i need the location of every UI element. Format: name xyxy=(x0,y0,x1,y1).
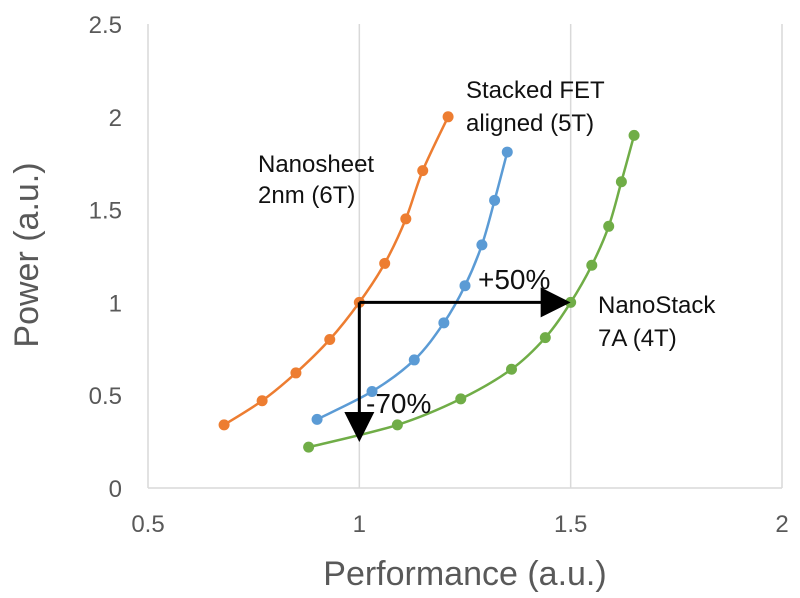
point-nanosheet-5 xyxy=(379,257,391,269)
point-nanostack-5 xyxy=(565,296,577,308)
point-nanostack-7 xyxy=(603,220,615,232)
point-nanostack-1 xyxy=(391,419,403,431)
point-nanosheet-3 xyxy=(324,334,336,346)
x-tick-label: 0.5 xyxy=(131,511,164,538)
minus-70-annotation: -70% xyxy=(366,388,431,419)
y-tick-label: 1 xyxy=(109,290,122,317)
point-nanosheet-1 xyxy=(256,395,268,407)
point-stacked_fet-5 xyxy=(476,239,488,251)
series-line-nanostack xyxy=(308,135,636,449)
series-label-stacked_fet: aligned (5T) xyxy=(466,110,594,137)
y-axis-title: Power (a.u.) xyxy=(8,162,46,347)
y-tick-label: 2 xyxy=(109,105,122,132)
point-stacked_fet-0 xyxy=(311,413,323,425)
point-stacked_fet-2 xyxy=(408,354,420,366)
point-stacked_fet-6 xyxy=(489,194,501,206)
grid-lines xyxy=(147,24,783,489)
point-nanostack-2 xyxy=(455,393,467,405)
x-axis-title: Performance (a.u.) xyxy=(323,555,606,593)
point-nanosheet-8 xyxy=(442,111,454,123)
point-nanostack-8 xyxy=(615,176,627,188)
x-tick-labels: 0.5 1 1.5 2 xyxy=(131,511,788,538)
point-nanosheet-7 xyxy=(417,165,429,177)
point-nanostack-4 xyxy=(539,332,551,344)
y-tick-label: 0.5 xyxy=(89,383,122,410)
point-stacked_fet-3 xyxy=(438,317,450,329)
y-tick-label: 0 xyxy=(109,476,122,503)
series-label-nanosheet: 2nm (6T) xyxy=(258,182,355,209)
point-nanosheet-0 xyxy=(218,419,230,431)
x-tick-label: 2 xyxy=(775,511,788,538)
arrows xyxy=(344,287,571,443)
series-nanostack xyxy=(303,129,640,453)
point-nanosheet-2 xyxy=(290,367,302,379)
series-stacked_fet xyxy=(311,146,513,425)
x-tick-label: 1.5 xyxy=(554,511,587,538)
y-tick-labels: 0 0.5 1 1.5 2 2.5 xyxy=(89,12,122,503)
point-nanosheet-6 xyxy=(400,213,412,225)
point-nanostack-0 xyxy=(303,441,315,453)
plus-50-annotation: +50% xyxy=(478,264,550,295)
series-label-stacked_fet: Stacked FET xyxy=(466,77,605,104)
y-tick-label: 2.5 xyxy=(89,12,122,39)
point-stacked_fet-1 xyxy=(366,385,378,397)
point-stacked_fet-4 xyxy=(459,280,471,292)
point-nanostack-6 xyxy=(586,259,598,271)
point-nanostack-9 xyxy=(628,129,640,141)
series-label-nanostack: 7A (4T) xyxy=(598,325,677,352)
series-label-nanostack: NanoStack xyxy=(598,292,716,319)
point-nanostack-3 xyxy=(505,363,517,375)
series-labels: Nanosheet 2nm (6T) Stacked FET aligned (5T)… xyxy=(258,77,716,352)
x-tick-label: 1 xyxy=(353,511,366,538)
series-label-nanosheet: Nanosheet xyxy=(258,151,374,178)
y-tick-label: 1.5 xyxy=(89,198,122,225)
point-stacked_fet-7 xyxy=(501,146,513,158)
